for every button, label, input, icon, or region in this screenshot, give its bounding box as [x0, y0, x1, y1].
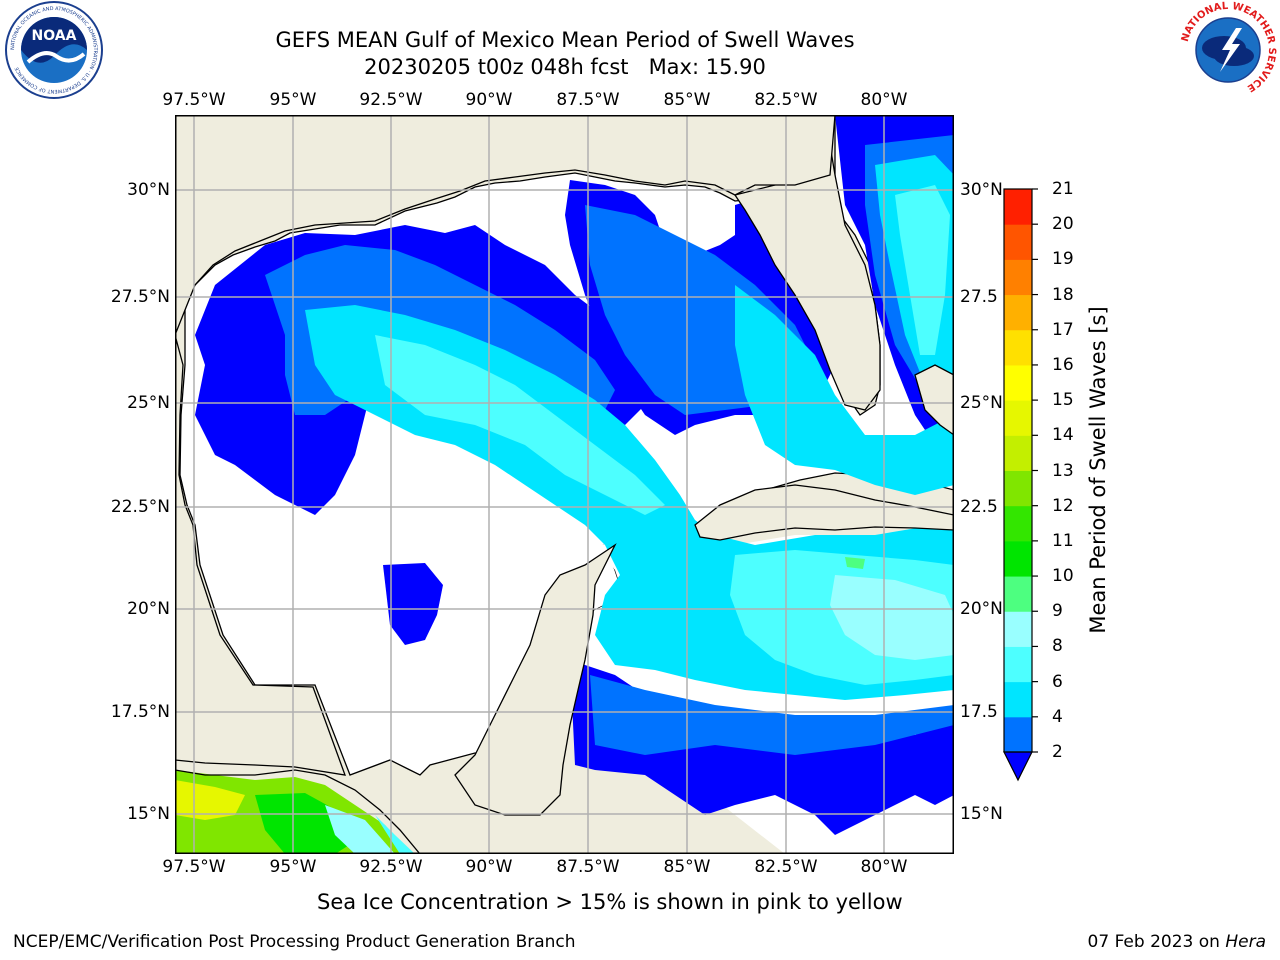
colorbar-segment: [1004, 294, 1032, 331]
lon-label-top: 97.5°W: [162, 90, 226, 110]
lat-label-left: 20°N: [127, 599, 170, 619]
colorbar-tick-label: 11: [1052, 530, 1074, 551]
lon-label-top: 85°W: [663, 90, 711, 110]
lat-label-right: 20°N: [960, 599, 1003, 619]
colorbar: [1003, 188, 1038, 782]
lat-label-left: 30°N: [127, 180, 170, 200]
yucatan-land: [454, 543, 617, 816]
colorbar-tick-label: 16: [1052, 354, 1074, 375]
noaa-logo: NATIONAL OCEANIC AND ATMOSPHERIC ADMINIS…: [5, 1, 103, 99]
lat-label-right: 17.5: [960, 702, 998, 722]
colorbar-segment: [1004, 646, 1032, 683]
map-grid: [175, 115, 954, 854]
lat-label-right: 22.5: [960, 497, 998, 517]
lat-label-left: 15°N: [127, 804, 170, 824]
colorbar-segment: [1004, 189, 1032, 225]
lon-label-top: 82.5°W: [754, 90, 818, 110]
colorbar-tick-label: 19: [1052, 249, 1074, 270]
lat-label-left: 22.5°N: [110, 497, 170, 517]
colorbar-tick-label: 4: [1052, 706, 1063, 727]
colorbar-tick-label: 2: [1052, 742, 1063, 762]
colorbar-segment: [1004, 716, 1032, 753]
lon-label-bottom: 92.5°W: [359, 857, 423, 877]
colorbar-segment: [1004, 505, 1032, 542]
lon-label-bottom: 97.5°W: [162, 857, 226, 877]
colorbar-tick-label: 12: [1052, 495, 1074, 516]
footer-date: 07 Feb 2023 on Hera: [1087, 932, 1266, 952]
chart-subtitle: 20230205 t00z 048h fcst Max: 15.90: [364, 55, 766, 79]
lat-label-left: 25°N: [127, 393, 170, 413]
lat-label-right: 25°N: [960, 393, 1003, 413]
colorbar-segment: [1004, 224, 1032, 260]
lat-label-left: 27.5°N: [110, 287, 170, 307]
colorbar-segment: [1004, 364, 1032, 401]
colorbar-segment: [1004, 576, 1032, 612]
footer-credit: NCEP/EMC/Verification Post Processing Pr…: [13, 932, 576, 952]
colorbar-tick-label: 8: [1052, 636, 1063, 657]
colorbar-segment: [1004, 611, 1032, 647]
sea-ice-note: Sea Ice Concentration > 15% is shown in …: [317, 890, 903, 914]
lon-label-top: 80°W: [860, 90, 908, 110]
lat-label-right: 15°N: [960, 804, 1003, 824]
svg-text:NOAA: NOAA: [32, 28, 77, 44]
lat-label-right: 27.5: [960, 287, 998, 307]
colorbar-segment: [1004, 540, 1032, 577]
lat-label-left: 17.5°N: [110, 702, 170, 722]
colorbar-tick-label: 15: [1052, 390, 1074, 411]
colorbar-segment: [1004, 259, 1032, 296]
map-border: [175, 115, 954, 854]
cuba-land: [694, 484, 954, 541]
colorbar-segment: [1004, 329, 1032, 366]
nws-logo: NATIONAL WEATHER SERVICE: [1180, 1, 1277, 98]
lon-label-bottom: 82.5°W: [754, 857, 818, 877]
colorbar-tick-label: 6: [1052, 671, 1063, 692]
colorbar-tick-label: 17: [1052, 319, 1074, 340]
colorbar-tick-label: 20: [1052, 214, 1074, 235]
lon-label-bottom: 80°W: [860, 857, 908, 877]
colorbar-tick-label: 21: [1052, 179, 1074, 199]
chart-title: GEFS MEAN Gulf of Mexico Mean Period of …: [275, 28, 855, 52]
colorbar-tick-label: 18: [1052, 284, 1074, 305]
footer-machine: Hera: [1225, 932, 1266, 952]
lon-label-bottom: 90°W: [465, 857, 513, 877]
colorbar-segment: [1004, 400, 1032, 436]
colorbar-segment: [1004, 435, 1032, 471]
colorbar-tick-label: 14: [1052, 425, 1074, 446]
lon-label-top: 92.5°W: [359, 90, 423, 110]
lat-label-right: 30°N: [960, 180, 1003, 200]
colorbar-extend-arrow: [1003, 751, 1033, 782]
colorbar-segment: [1004, 681, 1032, 718]
colorbar-tick-label: 9: [1052, 601, 1063, 622]
lon-label-top: 87.5°W: [556, 90, 620, 110]
colorbar-tick-label: 10: [1052, 566, 1074, 587]
colorbar-tick-label: 13: [1052, 460, 1074, 481]
lon-label-top: 90°W: [465, 90, 513, 110]
lon-label-bottom: 87.5°W: [556, 857, 620, 877]
lon-label-bottom: 95°W: [269, 857, 317, 877]
lon-label-bottom: 85°W: [663, 857, 711, 877]
map-panel: [175, 115, 954, 854]
lon-label-top: 95°W: [269, 90, 317, 110]
colorbar-segment: [1004, 470, 1032, 507]
colorbar-label: Mean Period of Swell Waves [s]: [1086, 306, 1110, 634]
